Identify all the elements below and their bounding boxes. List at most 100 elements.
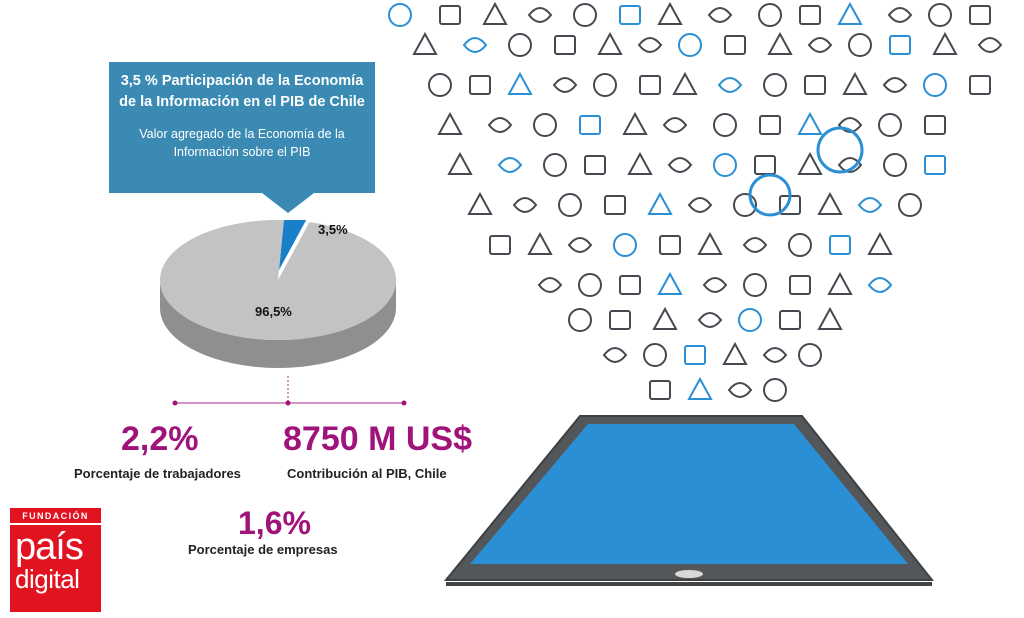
connector-dot-left — [172, 400, 178, 406]
callout-pointer — [262, 193, 314, 213]
headphones-icon — [462, 37, 488, 53]
slice-label-large: 96,5% — [255, 304, 292, 319]
stat-companies-caption: Porcentaje de empresas — [188, 542, 338, 557]
heart-icon — [763, 73, 787, 97]
no-smoking-icon — [482, 1, 508, 25]
cocktail-icon — [567, 237, 593, 253]
spoon-icon — [687, 197, 713, 213]
chart-title: 3,5 % Participación de la Economía de la… — [119, 73, 365, 110]
car-icon — [932, 31, 958, 55]
airplane-icon — [619, 5, 641, 25]
eiffel-tower-icon — [602, 347, 628, 363]
clock-icon — [799, 5, 821, 25]
gear-icon — [678, 33, 702, 57]
umbrella-icon — [727, 382, 753, 398]
basketball-icon — [798, 343, 822, 367]
umbrella-icon — [659, 235, 681, 255]
pie-slice-0 — [278, 220, 307, 271]
apple-icon — [469, 75, 491, 95]
apple-icon — [667, 157, 693, 173]
globe-icon — [748, 173, 792, 217]
keyboard-icon — [622, 111, 648, 135]
logo-line2: país — [15, 526, 84, 568]
music-note-icon — [758, 3, 782, 27]
spoon-icon — [887, 7, 913, 23]
fundacion-pais-digital-logo: FUNDACIÓN país digital — [10, 508, 101, 612]
hand-icon — [788, 233, 812, 257]
lock-icon — [742, 237, 768, 253]
stat-workers-value: 2,2% — [121, 420, 199, 458]
basketball-icon — [527, 231, 553, 255]
cloud-icon — [512, 197, 538, 213]
tablet-illustration — [443, 415, 935, 586]
keyboard-icon — [722, 341, 748, 365]
clock-icon — [816, 126, 864, 174]
envelope-icon — [763, 378, 787, 402]
hand-icon — [447, 151, 473, 175]
basket-icon — [507, 71, 533, 95]
heart-icon — [467, 191, 493, 215]
clock-icon — [604, 195, 626, 215]
globe-icon — [439, 5, 461, 25]
car-icon — [867, 231, 893, 255]
envelope-icon — [878, 113, 902, 137]
cocktail-icon — [759, 115, 781, 135]
leaf-icon — [817, 191, 843, 215]
tv-icon — [527, 7, 553, 23]
lock-icon — [807, 37, 833, 53]
tshirt-icon — [573, 3, 597, 27]
microphone-icon — [762, 347, 788, 363]
umbrella-icon — [837, 117, 863, 133]
spoon-icon — [969, 75, 991, 95]
stat-companies-value: 1,6% — [238, 505, 311, 541]
logo-line1: FUNDACIÓN — [10, 508, 101, 525]
music-note-icon — [558, 193, 582, 217]
stat-connector — [172, 376, 407, 406]
fork-icon — [647, 191, 673, 215]
hand-icon — [848, 33, 872, 57]
keyboard-icon — [898, 193, 922, 217]
bicycle-icon — [584, 155, 606, 175]
camera-icon — [733, 193, 757, 217]
apple-icon — [619, 275, 641, 295]
tablet-home-button — [675, 570, 703, 578]
music-note-icon — [652, 306, 678, 330]
lock-icon — [924, 115, 946, 135]
pie-slice-1 — [160, 220, 396, 340]
connector-dot-right — [401, 400, 407, 406]
cloud-icon — [804, 75, 826, 95]
leaf-icon — [412, 31, 438, 55]
slice-label-small: 3,5% — [318, 222, 348, 237]
eiffel-tower-icon — [969, 5, 991, 25]
chart-callout: 3,5 % Participación de la Economía de la… — [109, 62, 375, 193]
envelope-icon — [767, 31, 793, 55]
coffee-icon — [889, 35, 911, 55]
camera-icon — [928, 3, 952, 27]
pie-side-shadow — [160, 280, 396, 368]
dish-icon — [578, 273, 602, 297]
tv-icon — [789, 275, 811, 295]
coffee-icon — [829, 235, 851, 255]
camera-icon — [437, 111, 463, 135]
icon-cloud — [388, 1, 1003, 402]
dish-icon — [428, 73, 452, 97]
headphones-icon — [857, 197, 883, 213]
cloud-icon — [609, 310, 631, 330]
music-note-icon — [842, 71, 868, 95]
heart-icon — [568, 308, 592, 332]
no-smoking-icon — [743, 273, 767, 297]
airplane-icon — [924, 155, 946, 175]
globe-icon — [552, 77, 578, 93]
tshirt-icon — [883, 153, 907, 177]
headphones-icon — [579, 115, 601, 135]
gear-icon — [797, 111, 823, 135]
stat-workers-caption: Porcentaje de trabajadores — [74, 466, 241, 481]
keyboard-icon — [508, 33, 532, 57]
clock-icon — [697, 312, 723, 328]
dish-icon — [627, 151, 653, 175]
globe-icon — [754, 155, 776, 175]
no-smoking-icon — [593, 73, 617, 97]
stat-gdp-value: 8750 M US$ — [283, 420, 472, 458]
leaf-icon — [643, 343, 667, 367]
tshirt-icon — [827, 271, 853, 295]
